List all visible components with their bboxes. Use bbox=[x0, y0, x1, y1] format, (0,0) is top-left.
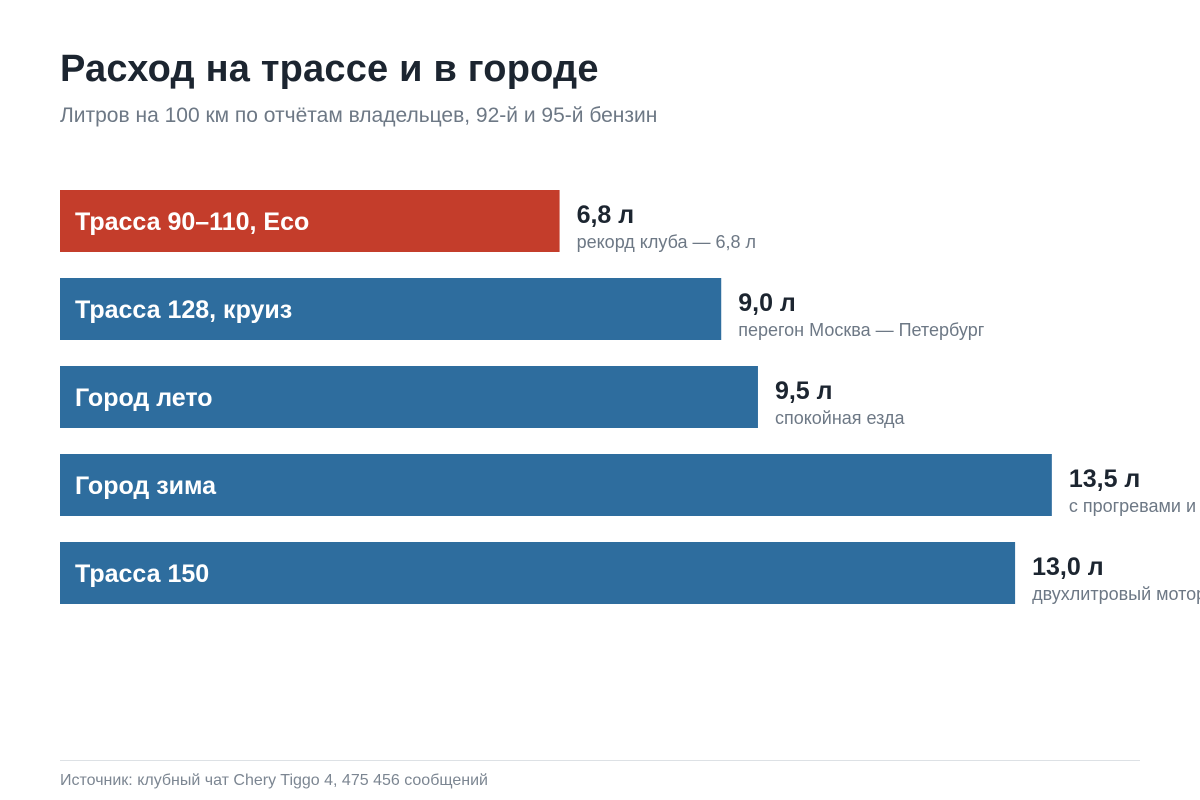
bar-value-label: 6,8 л bbox=[577, 201, 635, 229]
bar-4 bbox=[60, 454, 1052, 516]
bar-category-label: Трасса 150 bbox=[75, 560, 209, 588]
source-note: Источник: клубный чат Chery Tiggo 4, 475… bbox=[60, 772, 488, 789]
bar-5 bbox=[60, 542, 1016, 604]
bar-value-label: 9,0 л bbox=[738, 289, 796, 317]
chart-title: Расход на трассе и в городе bbox=[60, 48, 599, 90]
bar-category-label: Город зима bbox=[75, 472, 217, 500]
chart-subtitle: Литров на 100 км по отчётам владельцев, … bbox=[60, 104, 658, 127]
bar-note-label: рекорд клуба — 6,8 л bbox=[577, 232, 756, 252]
bar-note-label: спокойная езда bbox=[775, 408, 906, 428]
bar-value-label: 13,0 л bbox=[1032, 553, 1103, 581]
footer-divider bbox=[60, 760, 1140, 761]
bar-category-label: Город лето bbox=[75, 384, 213, 412]
bar-1 bbox=[60, 190, 560, 252]
bar-value-label: 13,5 л bbox=[1069, 465, 1140, 493]
bar-3 bbox=[60, 366, 758, 428]
bar-category-label: Трасса 90–110, Eco bbox=[75, 208, 309, 236]
bar-note-label: перегон Москва — Петербург bbox=[738, 320, 984, 340]
bar-category-label: Трасса 128, круиз bbox=[75, 296, 292, 324]
bar-2 bbox=[60, 278, 722, 340]
bar-value-label: 9,5 л bbox=[775, 377, 833, 405]
bar-note-label: двухлитровый мотор bbox=[1032, 584, 1200, 604]
bar-note-label: с прогревами и пробками bbox=[1069, 496, 1200, 516]
